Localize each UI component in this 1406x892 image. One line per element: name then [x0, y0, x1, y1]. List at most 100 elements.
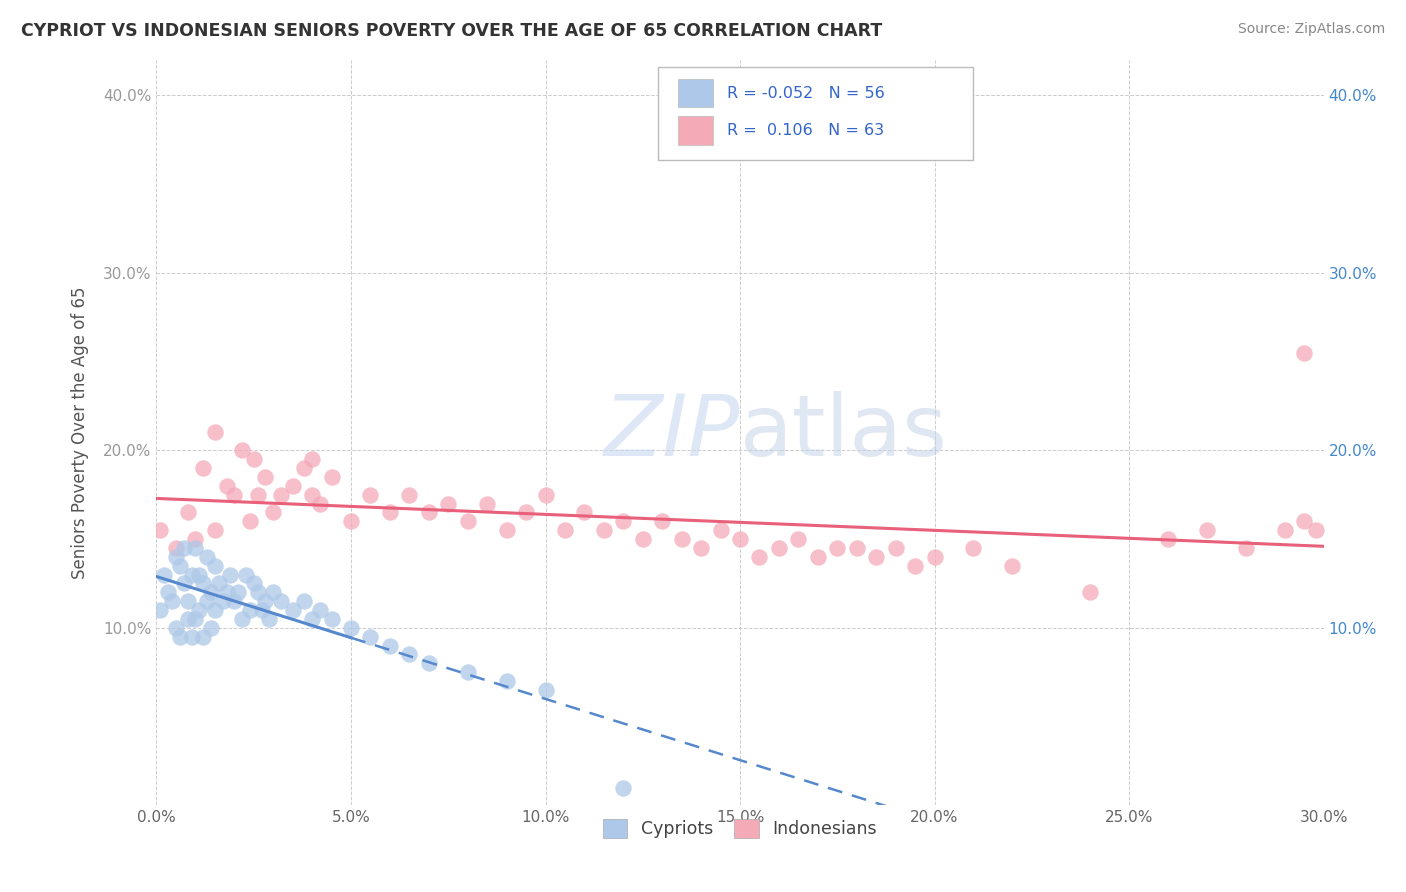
Point [515, 505, 537, 519]
Point [1305, 523, 1327, 537]
Point [398, 488, 420, 502]
Point [827, 541, 849, 555]
Point [235, 567, 257, 582]
Point [631, 532, 654, 546]
Point [254, 594, 277, 608]
Point [188, 567, 211, 582]
Point [270, 594, 292, 608]
Point [200, 585, 222, 599]
FancyBboxPatch shape [678, 116, 713, 145]
Point [239, 603, 262, 617]
Point [262, 505, 284, 519]
Point [378, 505, 401, 519]
Point [475, 496, 498, 510]
Point [845, 541, 868, 555]
Point [418, 657, 440, 671]
Point [165, 621, 187, 635]
Point [208, 576, 231, 591]
Point [1294, 514, 1316, 528]
Point [359, 630, 381, 644]
Y-axis label: Seniors Poverty Over the Age of 65: Seniors Poverty Over the Age of 65 [72, 286, 89, 579]
Point [176, 612, 198, 626]
Point [204, 523, 226, 537]
Point [173, 576, 195, 591]
Point [176, 505, 198, 519]
Point [309, 603, 332, 617]
Point [651, 514, 673, 528]
Point [301, 488, 323, 502]
Point [1294, 345, 1316, 359]
FancyBboxPatch shape [678, 79, 713, 107]
FancyBboxPatch shape [658, 67, 973, 161]
Point [321, 612, 343, 626]
Point [495, 523, 517, 537]
Point [188, 603, 211, 617]
Point [180, 567, 202, 582]
Point [748, 549, 770, 564]
Point [321, 470, 343, 484]
Point [149, 603, 172, 617]
Point [211, 594, 233, 608]
Point [437, 496, 460, 510]
Point [184, 541, 207, 555]
Point [281, 479, 304, 493]
Point [787, 532, 810, 546]
Point [231, 443, 253, 458]
Text: atlas: atlas [740, 391, 948, 474]
Point [884, 541, 907, 555]
Text: ZIP: ZIP [603, 391, 740, 474]
Point [239, 514, 262, 528]
Point [309, 496, 332, 510]
Point [165, 549, 187, 564]
Point [242, 452, 264, 467]
Point [1078, 585, 1101, 599]
Point [184, 532, 207, 546]
Point [457, 514, 479, 528]
Point [193, 461, 215, 475]
Point [204, 425, 226, 440]
Point [169, 630, 191, 644]
Point [224, 488, 246, 502]
Point [1234, 541, 1257, 555]
Point [554, 523, 576, 537]
Point [807, 549, 830, 564]
Point [904, 558, 927, 573]
Point [292, 594, 315, 608]
Point [254, 470, 277, 484]
Point [728, 532, 751, 546]
Point [359, 488, 381, 502]
Point [259, 612, 281, 626]
Point [157, 585, 180, 599]
Point [193, 576, 215, 591]
Point [270, 488, 292, 502]
Point [215, 479, 238, 493]
Point [534, 488, 557, 502]
Point [1274, 523, 1296, 537]
Point [224, 594, 246, 608]
Point [195, 549, 218, 564]
Point [418, 505, 440, 519]
Point [226, 585, 249, 599]
Point [184, 612, 207, 626]
Text: CYPRIOT VS INDONESIAN SENIORS POVERTY OVER THE AGE OF 65 CORRELATION CHART: CYPRIOT VS INDONESIAN SENIORS POVERTY OV… [21, 22, 883, 40]
Point [149, 523, 172, 537]
Text: Source: ZipAtlas.com: Source: ZipAtlas.com [1237, 22, 1385, 37]
Point [1157, 532, 1180, 546]
Point [1195, 523, 1218, 537]
Point [301, 452, 323, 467]
Point [215, 585, 238, 599]
Point [200, 621, 222, 635]
Point [160, 594, 183, 608]
Point [592, 523, 614, 537]
Point [246, 488, 269, 502]
Point [378, 639, 401, 653]
Point [457, 665, 479, 680]
Point [292, 461, 315, 475]
Text: R = -0.052   N = 56: R = -0.052 N = 56 [727, 86, 884, 101]
Point [281, 603, 304, 617]
Point [242, 576, 264, 591]
Point [574, 505, 596, 519]
Point [195, 594, 218, 608]
Point [301, 612, 323, 626]
Point [153, 567, 176, 582]
